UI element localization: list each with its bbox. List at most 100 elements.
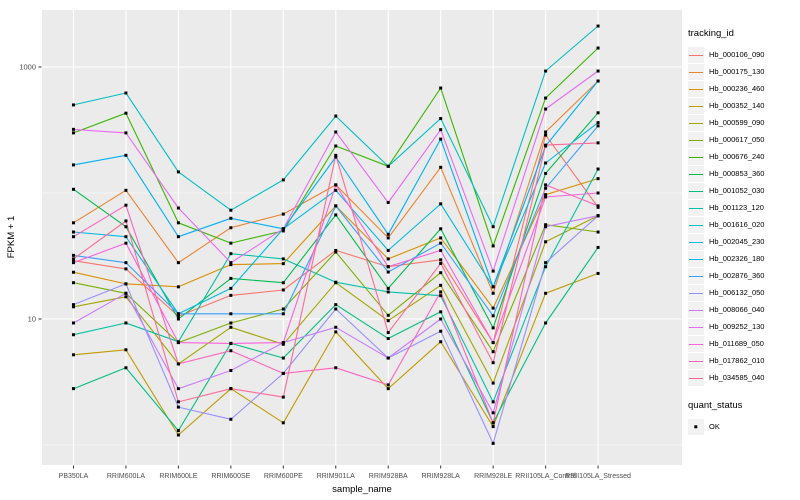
data-point	[491, 285, 495, 289]
data-point	[386, 265, 390, 269]
data-point	[229, 369, 233, 373]
legend-key-line-icon	[688, 63, 704, 80]
legend-key-line-icon	[688, 131, 704, 148]
data-point	[491, 225, 495, 229]
legend-item-label: Hb_001052_030	[709, 186, 765, 195]
data-point	[334, 307, 338, 311]
data-point	[176, 387, 180, 391]
data-point	[334, 248, 338, 252]
x-tick-label: RRII105LA_Control	[515, 473, 576, 480]
legend-key-line-icon	[688, 233, 704, 250]
data-point	[281, 178, 285, 182]
data-point	[281, 395, 285, 399]
data-point	[71, 387, 75, 391]
data-point	[229, 208, 233, 212]
data-point	[176, 261, 180, 265]
data-point	[71, 187, 75, 191]
data-point	[229, 241, 233, 245]
data-point	[229, 325, 233, 329]
data-point	[491, 381, 495, 385]
data-point	[491, 350, 495, 354]
x-tick-label: RRIM600LA	[107, 473, 145, 480]
legend-item: Hb_000599_090	[688, 114, 798, 131]
legend-key-point-icon	[688, 418, 704, 435]
legend-item: Hb_001123_120	[688, 199, 798, 216]
data-point	[71, 257, 75, 261]
data-point	[124, 131, 128, 135]
data-point	[334, 330, 338, 334]
legend-item-label: Hb_000352_140	[709, 101, 765, 110]
data-point	[491, 341, 495, 345]
legend-item-label: Hb_009252_130	[709, 322, 765, 331]
legend-item: Hb_000853_360	[688, 165, 798, 182]
data-point	[229, 417, 233, 421]
legend-item-label: Hb_000853_360	[709, 169, 765, 178]
legend-item: Hb_008066_040	[688, 301, 798, 318]
legend-title-quant-status: quant_status	[688, 400, 743, 411]
legend-line-swatch	[689, 88, 703, 90]
data-point	[176, 341, 180, 345]
data-point	[124, 261, 128, 265]
data-point	[544, 240, 548, 244]
data-point	[596, 230, 600, 234]
legend-line-swatch	[689, 190, 703, 192]
data-point	[124, 153, 128, 157]
data-point	[124, 291, 128, 295]
data-point	[229, 276, 233, 280]
data-point	[386, 356, 390, 360]
data-point	[281, 307, 285, 311]
x-tick-label: RRIM600LE	[159, 473, 197, 480]
data-point	[229, 293, 233, 297]
data-point	[124, 111, 128, 115]
data-point	[281, 281, 285, 285]
legend-item-label: Hb_017862_010	[709, 356, 765, 365]
legend-line-swatch	[689, 224, 703, 226]
data-point	[229, 286, 233, 290]
data-point	[544, 291, 548, 295]
legend-key-line-icon	[688, 114, 704, 131]
data-point	[491, 411, 495, 415]
data-point	[596, 204, 600, 208]
data-point	[176, 317, 180, 321]
data-point	[386, 270, 390, 274]
legend-line-swatch	[689, 207, 703, 209]
legend-line-swatch	[689, 139, 703, 141]
legend-item: Hb_000617_050	[688, 131, 798, 148]
data-point	[439, 202, 443, 206]
legend-line-swatch	[689, 326, 703, 328]
legend-panel: tracking_id Hb_000106_090 Hb_000175_130 Hb…	[688, 28, 798, 435]
data-point	[124, 366, 128, 370]
legend-item: Hb_006132_050	[688, 284, 798, 301]
x-axis-title: sample_name	[332, 484, 392, 495]
data-point	[124, 188, 128, 192]
data-point	[439, 261, 443, 265]
legend-key-line-icon	[688, 267, 704, 284]
legend-key-line-icon	[688, 46, 704, 63]
data-point	[491, 291, 495, 295]
data-point	[229, 263, 233, 267]
data-point	[491, 306, 495, 310]
data-point	[71, 230, 75, 234]
data-point	[491, 361, 495, 365]
legend-point-swatch	[694, 424, 698, 429]
data-point	[491, 441, 495, 445]
data-point	[124, 203, 128, 207]
legend-item: Hb_000676_240	[688, 148, 798, 165]
data-point	[281, 227, 285, 231]
legend-item-label: Hb_000106_090	[709, 50, 765, 59]
data-point	[439, 128, 443, 132]
data-point	[596, 111, 600, 115]
data-point	[71, 353, 75, 357]
data-point	[491, 314, 495, 318]
legend-item-label: Hb_000676_240	[709, 152, 765, 161]
data-point	[439, 271, 443, 275]
data-point	[176, 285, 180, 289]
data-point	[71, 103, 75, 107]
data-point	[544, 171, 548, 175]
data-point	[439, 329, 443, 333]
legend-line-swatch	[689, 156, 703, 158]
legend-item-label: Hb_000236_460	[709, 84, 765, 93]
data-point	[281, 257, 285, 261]
data-point	[386, 164, 390, 168]
